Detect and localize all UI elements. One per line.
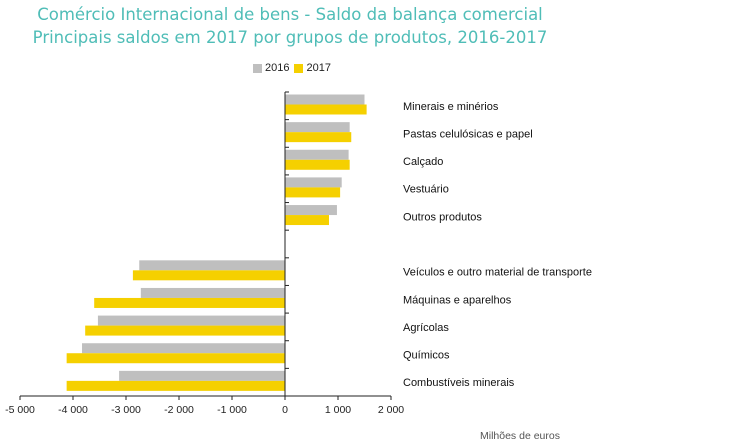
legend-item-2017: 2017: [294, 62, 331, 74]
x-tick-label: -2 000: [164, 404, 194, 416]
category-label: Calçado: [403, 156, 443, 168]
category-label: Outros produtos: [403, 211, 482, 223]
x-tick-label: -4 000: [58, 404, 88, 416]
legend-label-2017: 2017: [306, 62, 331, 74]
bar-2016-3: [285, 177, 342, 188]
bar-2017-7: [94, 297, 285, 308]
bar-2016-10: [119, 370, 285, 381]
x-tick-label: 2 000: [378, 404, 404, 416]
x-tick-label: -1 000: [217, 404, 247, 416]
bar-2016-7: [140, 287, 285, 298]
x-tick-label: 1 000: [325, 404, 351, 416]
category-label: Combustíveis minerais: [403, 377, 515, 389]
legend-label-2016: 2016: [265, 62, 290, 74]
bar-2016-0: [285, 94, 365, 105]
x-axis-unit-label: Milhões de euros: [480, 430, 560, 442]
category-label: Agrícolas: [403, 322, 449, 334]
legend-swatch-2016: [253, 63, 262, 73]
legend: 2016 2017: [253, 62, 336, 74]
bar-2017-9: [66, 353, 285, 364]
category-label: Minerais e minérios: [403, 101, 499, 113]
x-tick-label: -3 000: [111, 404, 141, 416]
bar-2017-1: [285, 132, 352, 143]
bar-2016-4: [285, 205, 337, 216]
bar-2016-6: [139, 260, 285, 271]
bar-2017-6: [132, 270, 285, 281]
bar-2016-1: [285, 122, 350, 133]
legend-item-2016: 2016: [253, 62, 289, 74]
chart-subtitle: Principais saldos em 2017 por grupos de …: [32, 28, 548, 47]
legend-swatch-2017: [294, 63, 304, 73]
category-label: Vestuário: [403, 184, 449, 196]
bar-2016-8: [97, 315, 285, 326]
category-label: Pastas celulósicas e papel: [403, 128, 533, 140]
bar-2016-2: [285, 149, 349, 160]
category-label: Veículos e outro material de transporte: [403, 267, 592, 279]
category-label: Químicos: [403, 350, 450, 362]
bar-2016-9: [82, 343, 285, 354]
bar-2017-8: [85, 325, 285, 336]
bar-2017-10: [66, 380, 285, 391]
bar-2017-4: [285, 215, 329, 226]
bar-2017-0: [285, 104, 367, 115]
bar-2017-2: [285, 159, 350, 170]
chart-title: Comércio Internacional de bens - Saldo d…: [37, 5, 543, 24]
category-label: Máquinas e aparelhos: [403, 294, 512, 306]
x-tick-label: 0: [282, 404, 288, 416]
bar-2017-3: [285, 187, 341, 198]
x-tick-label: -5 000: [5, 404, 35, 416]
